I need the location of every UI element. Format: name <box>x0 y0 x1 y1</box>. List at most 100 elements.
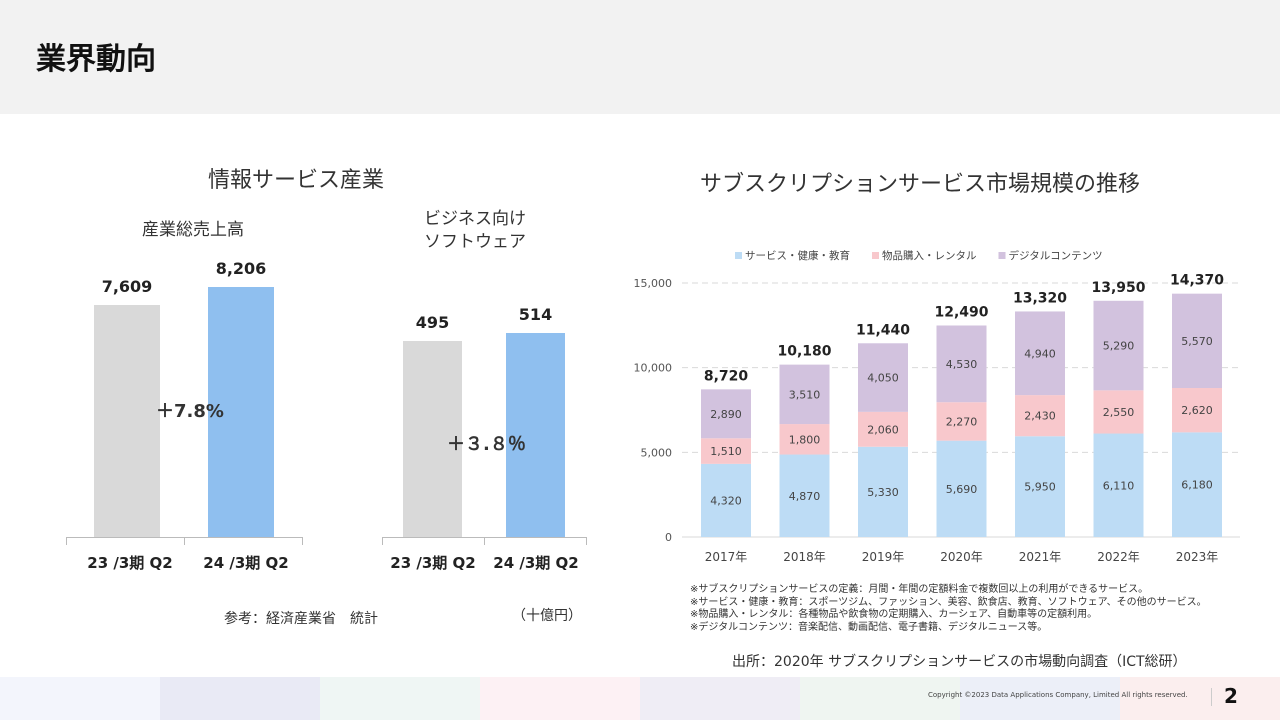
footnote: ※サービス・健康・教育：スポーツジム、ファッション、美容、飲食店、教育、ソフトウ… <box>690 596 1207 608</box>
footer-stripe <box>0 677 160 720</box>
stack-segment <box>1172 293 1222 388</box>
segment-label: 2,430 <box>1024 410 1056 423</box>
footer-stripe <box>480 677 640 720</box>
legend-swatch <box>998 252 1006 259</box>
page-number: 2 <box>1224 684 1238 708</box>
legend-swatch <box>872 252 879 259</box>
axis-tick <box>484 537 485 545</box>
footnotes: ※サブスクリプションサービスの定義：月間・年間の定額料金で複数回以上の利用ができ… <box>690 584 1207 634</box>
segment-label: 4,870 <box>789 490 821 503</box>
x-tick-label: 2021年 <box>1019 550 1062 564</box>
left-source: 参考：経済産業省 統計 <box>224 611 378 627</box>
legend-label: 物品購入・レンタル <box>882 249 977 262</box>
x-tick-label: 2017年 <box>705 550 748 564</box>
footnote: ※サブスクリプションサービスの定義：月間・年間の定額料金で複数回以上の利用ができ… <box>690 584 1149 595</box>
total-label: 13,320 <box>1013 290 1067 306</box>
category-label: 24 /3期 Q2 <box>493 554 579 572</box>
divider <box>1211 688 1212 706</box>
axis-tick <box>302 537 303 545</box>
segment-label: 6,180 <box>1181 479 1213 492</box>
total-label: 12,490 <box>934 305 988 321</box>
growth-label: ＋7.8% <box>156 401 224 422</box>
stack-segment <box>858 446 908 537</box>
total-label: 10,180 <box>777 344 831 360</box>
stack-segment <box>1015 395 1065 437</box>
stack-segment <box>779 364 830 425</box>
chart1-subtitle: 産業総売上高 <box>142 220 244 240</box>
y-tick-label: 5,000 <box>641 446 673 459</box>
category-label: 23 /3期 Q2 <box>87 554 173 572</box>
stack-segment <box>1015 436 1065 537</box>
stack-segment <box>936 325 987 403</box>
segment-label: 4,320 <box>710 494 742 507</box>
stack-segment <box>779 424 830 455</box>
data-label: 514 <box>518 305 553 324</box>
legend-label: サービス・健康・教育 <box>745 249 850 262</box>
footer-stripe <box>1120 677 1280 720</box>
segment-label: 5,570 <box>1181 335 1213 348</box>
data-label: 495 <box>415 312 450 332</box>
stack-segment <box>858 411 908 447</box>
page-title: 業界動向 <box>36 42 156 77</box>
left-section-title: 情報サービス産業 <box>208 168 385 193</box>
segment-label: 2,270 <box>946 415 978 428</box>
stack-segment <box>701 463 751 537</box>
stack-segment <box>1093 390 1144 434</box>
axis-tick <box>66 537 67 545</box>
segment-label: 5,330 <box>867 486 899 499</box>
segment-label: 2,890 <box>710 408 742 421</box>
stack-segment <box>858 343 908 412</box>
segment-label: 5,290 <box>1103 340 1135 353</box>
x-tick-label: 2019年 <box>862 550 905 564</box>
x-tick-label: 2020年 <box>940 550 983 564</box>
footer-stripe <box>320 677 480 720</box>
growth-label: ＋３.８％ <box>447 434 526 455</box>
y-tick-label: 15,000 <box>634 277 673 290</box>
segment-label: 4,940 <box>1024 347 1056 360</box>
segment-label: 6,110 <box>1103 479 1135 492</box>
segment-label: 1,510 <box>710 445 742 458</box>
total-label: 11,440 <box>856 322 910 338</box>
stack-segment <box>1015 311 1065 396</box>
data-label: 8,206 <box>215 259 267 278</box>
segment-label: 4,530 <box>946 358 978 371</box>
stack-segment <box>1172 432 1222 537</box>
footer-stripe <box>800 677 960 720</box>
footer-stripe <box>960 677 1120 720</box>
category-label: 24 /3期 Q2 <box>203 554 289 572</box>
stack-segment <box>936 402 987 441</box>
segment-label: 5,690 <box>946 483 978 496</box>
footer-band <box>0 677 1280 720</box>
unit-label: （十億円） <box>512 608 582 624</box>
total-label: 14,370 <box>1170 273 1224 289</box>
segment-label: 3,510 <box>789 388 821 401</box>
header-band <box>0 0 1280 114</box>
subscription-market-chart: 0 5,000 10,000 15,000 4,320 1,510 2,890 8,720 20… <box>634 249 1240 564</box>
y-tick-label: 0 <box>665 531 672 544</box>
axis-tick <box>184 537 185 545</box>
data-label: 7,609 <box>101 277 153 297</box>
footer-stripe <box>160 677 320 720</box>
axis-tick <box>586 537 587 545</box>
x-tick-label: 2023年 <box>1176 550 1219 564</box>
legend-swatch <box>735 252 742 259</box>
segment-label: 5,950 <box>1024 481 1056 494</box>
axis-tick <box>382 537 383 545</box>
legend-label: デジタルコンテンツ <box>1009 249 1103 262</box>
total-label: 13,950 <box>1091 280 1145 296</box>
stack-segment <box>701 389 751 439</box>
footnote: ※デジタルコンテンツ：音楽配信、動画配信、電子書籍、デジタルニュース等。 <box>690 621 1048 633</box>
total-label: 8,720 <box>704 368 749 384</box>
stack-segment <box>1093 433 1144 537</box>
footer-stripe <box>640 677 800 720</box>
stack-segment <box>1172 387 1222 433</box>
segment-label: 2,060 <box>867 423 899 436</box>
copyright: Copyright ©2023 Data Applications Compan… <box>928 691 1188 699</box>
stack-segment <box>779 454 830 537</box>
segment-label: 4,050 <box>867 372 899 385</box>
stack-segment <box>936 440 987 537</box>
chart2-subtitle: ビジネス向け ソフトウェア <box>424 209 526 252</box>
source-text: 出所：2020年 サブスクリプションサービスの市場動向調査（ICT総研） <box>732 654 1187 670</box>
y-tick-label: 10,000 <box>634 362 673 375</box>
bar <box>94 305 160 537</box>
